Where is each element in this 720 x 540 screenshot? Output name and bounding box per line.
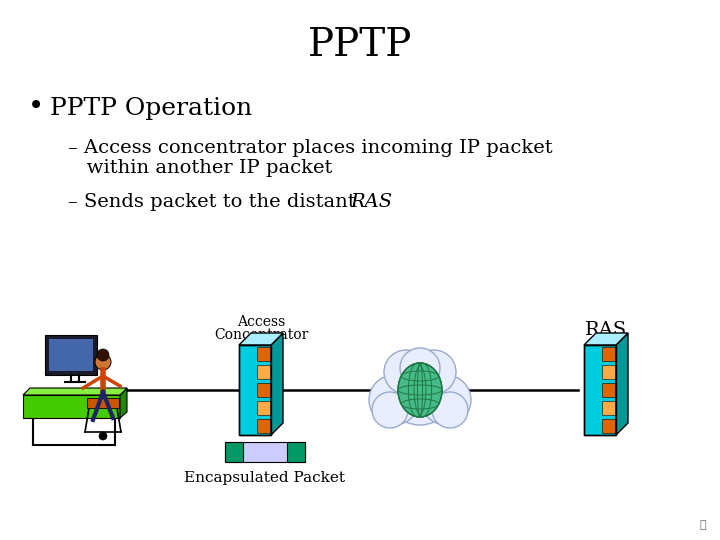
Ellipse shape <box>398 363 442 417</box>
FancyBboxPatch shape <box>256 419 270 433</box>
FancyBboxPatch shape <box>225 442 305 462</box>
Circle shape <box>412 350 456 394</box>
Text: – Sends packet to the distant: – Sends packet to the distant <box>68 193 362 211</box>
FancyBboxPatch shape <box>87 398 119 408</box>
FancyBboxPatch shape <box>602 365 615 379</box>
FancyBboxPatch shape <box>602 347 615 361</box>
Text: Access: Access <box>237 315 285 329</box>
Text: RAS: RAS <box>350 193 392 211</box>
Circle shape <box>369 375 419 425</box>
Circle shape <box>99 432 107 440</box>
Text: Concentrator: Concentrator <box>214 328 308 342</box>
Text: PPTP Operation: PPTP Operation <box>50 97 252 119</box>
FancyBboxPatch shape <box>45 335 97 375</box>
Circle shape <box>400 348 440 388</box>
FancyBboxPatch shape <box>602 383 615 397</box>
Text: – Access concentrator places incoming IP packet: – Access concentrator places incoming IP… <box>68 139 553 157</box>
FancyBboxPatch shape <box>225 442 243 462</box>
Polygon shape <box>271 333 283 435</box>
Polygon shape <box>239 333 283 345</box>
FancyBboxPatch shape <box>256 365 270 379</box>
Circle shape <box>385 355 455 425</box>
Polygon shape <box>616 333 628 435</box>
Circle shape <box>432 392 468 428</box>
Circle shape <box>421 375 471 425</box>
Text: 🔈: 🔈 <box>700 520 706 530</box>
FancyBboxPatch shape <box>287 442 305 462</box>
FancyBboxPatch shape <box>602 419 615 433</box>
Polygon shape <box>120 388 127 418</box>
FancyBboxPatch shape <box>256 347 270 361</box>
Circle shape <box>97 349 109 361</box>
FancyBboxPatch shape <box>602 401 615 415</box>
Polygon shape <box>23 388 127 395</box>
Text: RAS: RAS <box>585 321 627 339</box>
Text: •: • <box>28 94 44 122</box>
FancyBboxPatch shape <box>49 339 93 371</box>
FancyBboxPatch shape <box>239 345 271 435</box>
FancyBboxPatch shape <box>584 345 616 435</box>
Text: within another IP packet: within another IP packet <box>68 159 333 177</box>
Circle shape <box>372 392 408 428</box>
FancyBboxPatch shape <box>256 383 270 397</box>
Text: PPTP: PPTP <box>308 26 412 64</box>
Polygon shape <box>23 395 120 418</box>
Circle shape <box>95 354 111 370</box>
Circle shape <box>384 350 428 394</box>
Text: Encapsulated Packet: Encapsulated Packet <box>184 471 346 485</box>
Polygon shape <box>584 333 628 345</box>
FancyBboxPatch shape <box>256 401 270 415</box>
